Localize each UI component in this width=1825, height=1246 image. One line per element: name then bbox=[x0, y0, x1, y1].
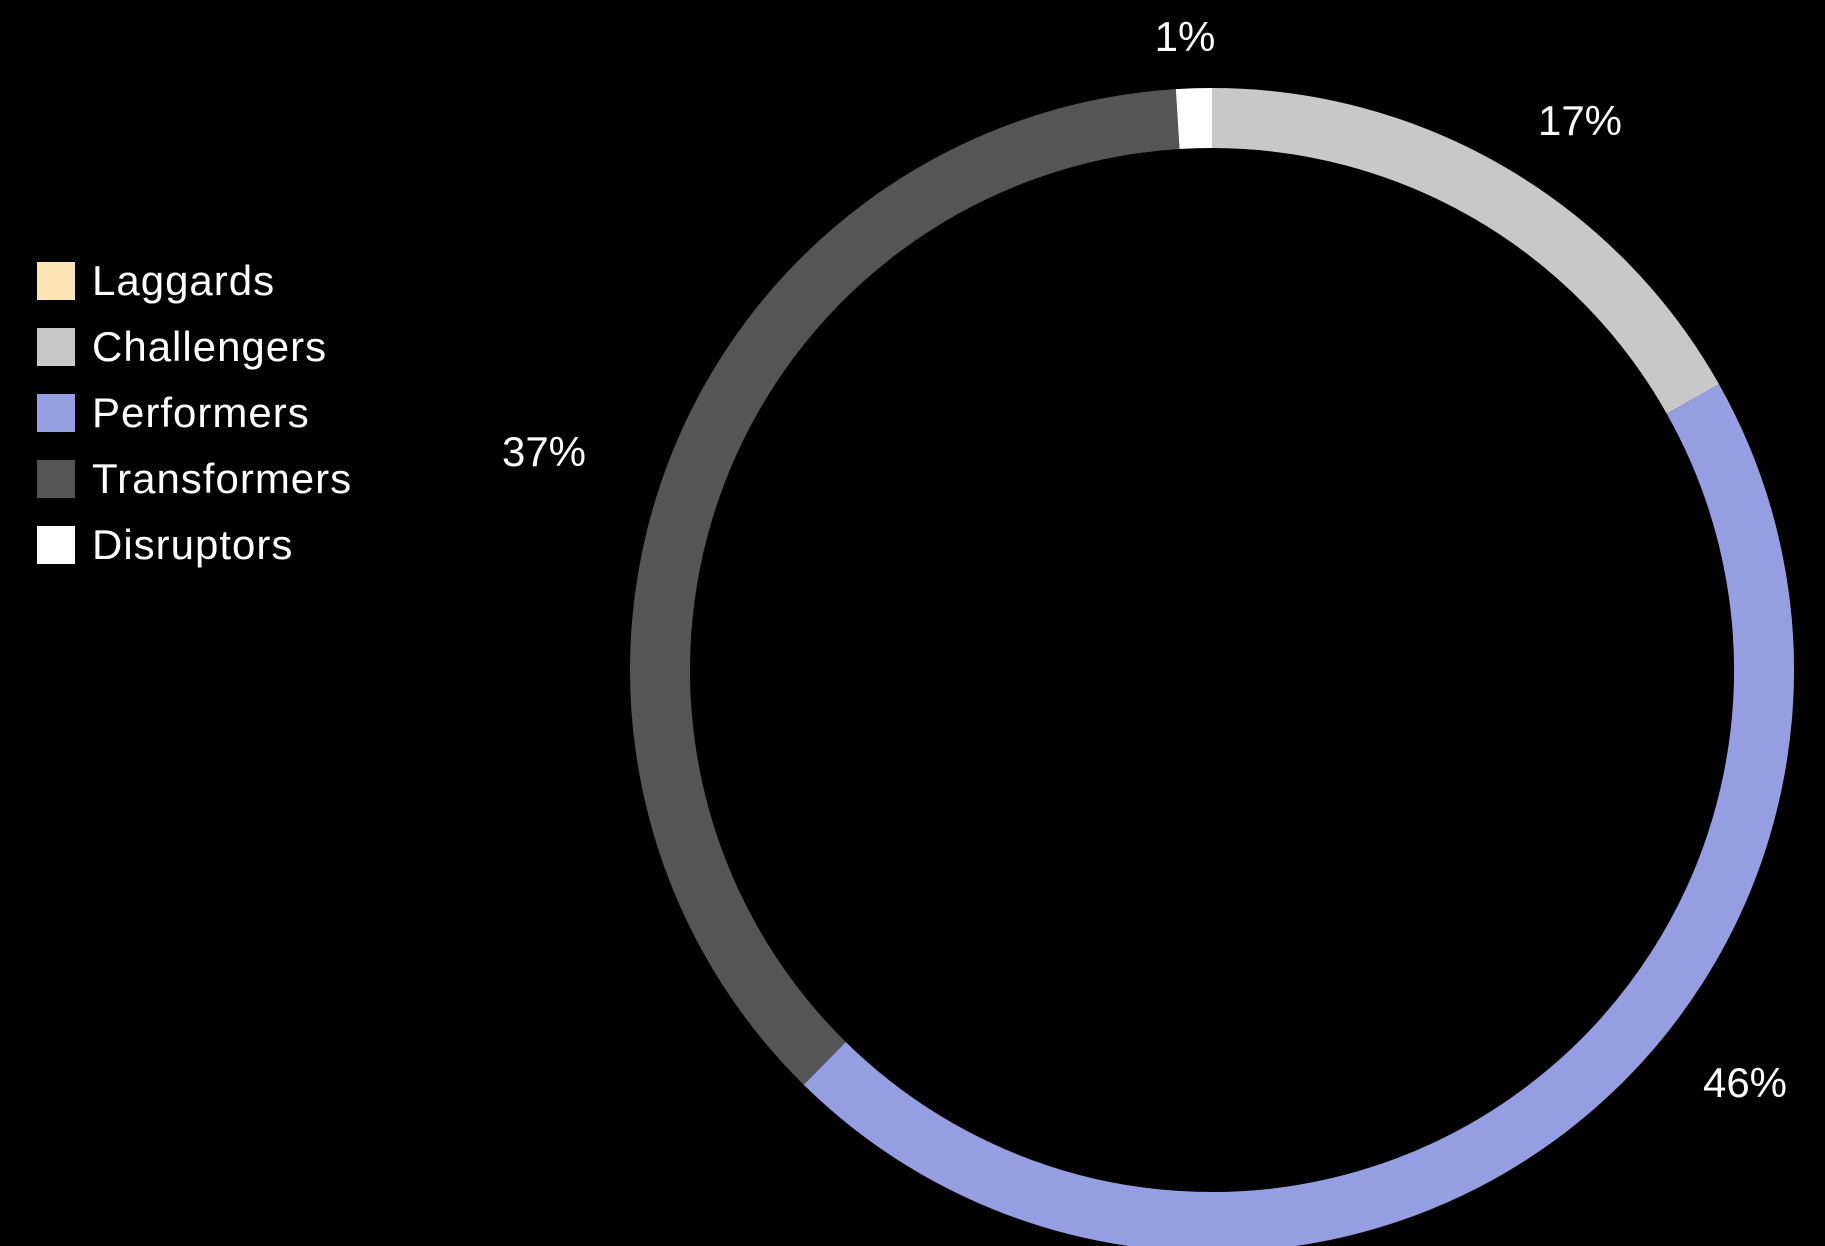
legend-item-transformers: Transformers bbox=[37, 446, 352, 512]
slice-challengers bbox=[1211, 88, 1720, 414]
slice-labels: 17% 46% 37% 1% bbox=[502, 13, 1787, 1106]
slice-disruptors bbox=[1175, 88, 1213, 150]
donut-slices bbox=[630, 88, 1794, 1246]
slice-label-performers: 46% bbox=[1703, 1059, 1787, 1106]
legend-swatch-disruptors bbox=[37, 526, 75, 564]
legend-item-challengers: Challengers bbox=[37, 314, 352, 380]
legend-swatch-challengers bbox=[37, 328, 75, 366]
slice-label-transformers: 37% bbox=[502, 428, 586, 475]
legend-item-disruptors: Disruptors bbox=[37, 512, 352, 578]
slice-performers bbox=[803, 384, 1794, 1246]
legend-label-laggards: Laggards bbox=[92, 257, 276, 304]
legend-swatch-transformers bbox=[37, 460, 75, 498]
legend-label-transformers: Transformers bbox=[92, 455, 353, 502]
slice-transformers bbox=[630, 89, 1180, 1085]
legend-item-laggards: Laggards bbox=[37, 248, 352, 314]
slice-label-disruptors: 1% bbox=[1155, 13, 1216, 60]
chart-legend: Laggards Challengers Performers Transfor… bbox=[37, 248, 352, 578]
legend-label-challengers: Challengers bbox=[92, 323, 328, 370]
legend-swatch-laggards bbox=[37, 262, 75, 300]
legend-label-disruptors: Disruptors bbox=[92, 521, 294, 568]
legend-item-performers: Performers bbox=[37, 380, 352, 446]
slice-label-challengers: 17% bbox=[1538, 97, 1622, 144]
legend-label-performers: Performers bbox=[92, 389, 310, 436]
legend-swatch-performers bbox=[37, 394, 75, 432]
